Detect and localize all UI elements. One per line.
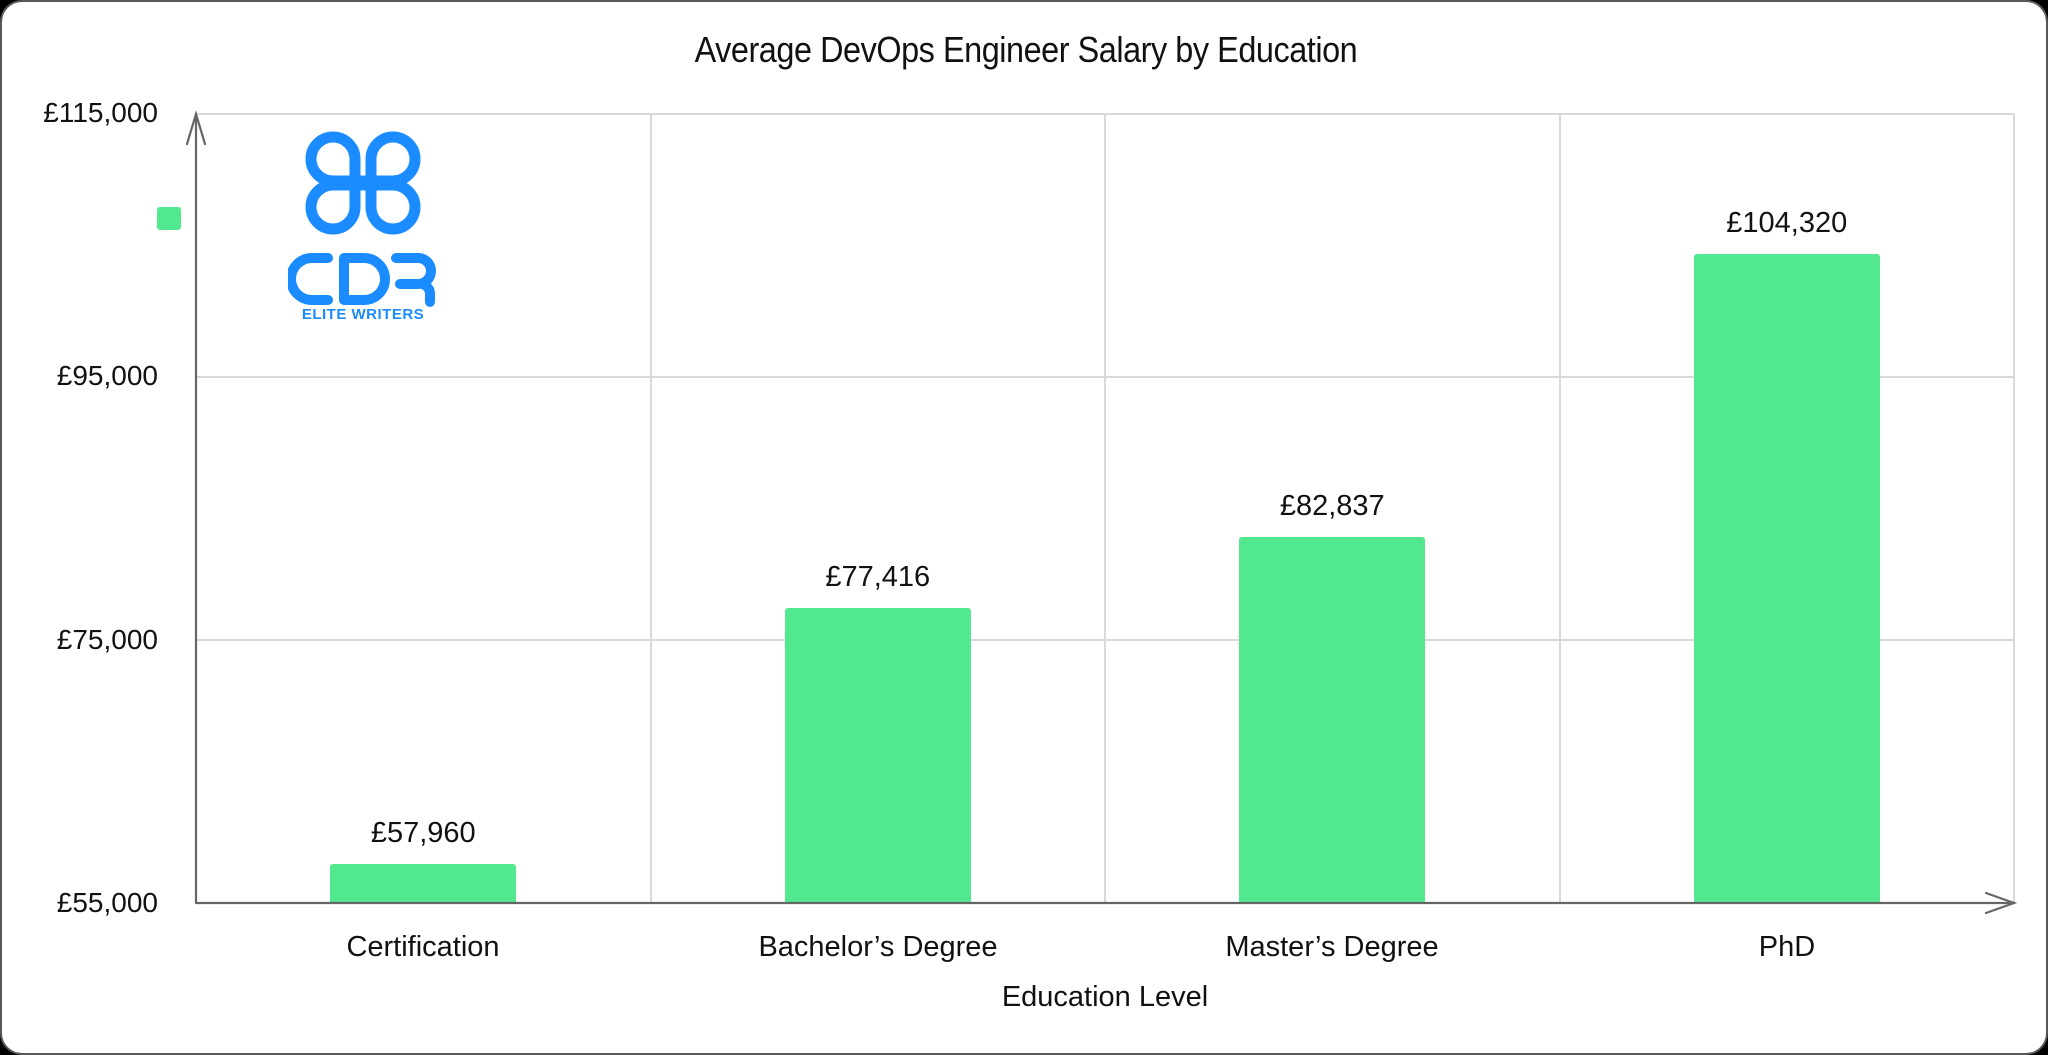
gridline-vertical xyxy=(649,114,652,903)
data-label: £82,837 xyxy=(1279,489,1385,522)
logo-tagline: ELITE WRITERS xyxy=(301,306,425,323)
bar xyxy=(1239,536,1426,903)
data-label: £77,416 xyxy=(825,561,931,594)
y-tick-label: £75,000 xyxy=(56,624,158,655)
gridline-vertical xyxy=(2013,114,2015,903)
gridline-vertical xyxy=(1558,114,1561,903)
x-axis-title: Education Level xyxy=(1001,981,1209,1013)
x-tick-label: PhD xyxy=(1758,931,1816,963)
x-tick-label: Master’s Degree xyxy=(1225,931,1439,963)
cdr-letters-icon xyxy=(288,253,436,307)
y-tick-label: £55,000 xyxy=(56,887,158,918)
bar xyxy=(784,608,971,903)
legend-swatch xyxy=(157,207,181,230)
cdr-knot-icon xyxy=(305,131,421,235)
bar xyxy=(1693,254,1880,903)
bar xyxy=(330,864,517,903)
chart-title: Average DevOps Engineer Salary by Educat… xyxy=(694,29,1358,70)
x-tick-label: Bachelor’s Degree xyxy=(758,931,998,963)
y-tick-label: £115,000 xyxy=(43,97,158,128)
gridline-vertical xyxy=(1104,114,1106,903)
data-label: £104,320 xyxy=(1726,207,1848,240)
y-tick-label: £95,000 xyxy=(56,360,158,391)
data-label: £57,960 xyxy=(370,817,476,850)
x-tick-label: Certification xyxy=(346,931,500,963)
brand-logo: ELITE WRITERS xyxy=(288,124,438,324)
